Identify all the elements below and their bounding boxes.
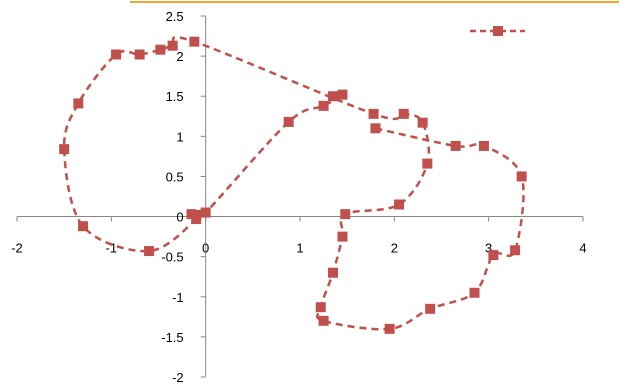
data-point-32 [516,171,527,182]
y-tick-label: -1.5 [161,330,183,345]
data-point-14 [155,44,166,55]
legend: مشط القدم [470,26,525,36]
axes: -2 -1 0 1 2 3 4 -2 -1.5 -1 -0.5 0 0.5 1 1.5 2 2.5 [11,9,586,385]
x-tick-label: 1 [296,241,303,256]
data-point-12 [111,49,122,60]
x-tick-label: -1 [106,241,118,256]
y-tick-label: -0.5 [161,250,183,265]
data-point-19 [417,117,428,128]
data-point-24 [328,267,339,278]
data-point-28 [425,303,436,314]
x-tick-label: -2 [11,241,23,256]
y-tick-label: 1 [176,129,183,144]
data-point-17 [368,108,379,119]
data-point-35 [370,123,381,134]
data-point-16 [189,36,200,47]
data-point-11 [73,98,84,109]
y-tick-label: 0.5 [166,169,184,184]
x-tick-label: 0 [202,241,209,256]
y-tick-label: 2.5 [166,9,184,24]
data-point-0 [328,91,339,102]
y-tick-label: 0 [176,210,183,225]
data-point-33 [478,140,489,151]
data-point-1 [337,89,348,100]
y-tick-label: -2 [172,370,184,385]
data-point-13 [134,49,145,60]
series-path [62,36,525,331]
data-point-3 [283,116,294,127]
data-point-21 [394,199,405,210]
data-point-10 [59,144,70,155]
data-point-27 [384,323,395,334]
data-point-9 [78,221,89,232]
x-tick-label: 2 [391,241,398,256]
x-tick-label: 4 [579,241,586,256]
data-point-22 [340,209,351,220]
y-tick-label: 1.5 [166,89,184,104]
data-point-23 [337,231,348,242]
data-point-25 [315,302,326,313]
series-line [62,36,525,331]
y-tick-label: 2 [176,49,183,64]
series-markers [59,36,527,334]
data-point-8 [144,246,155,257]
data-point-18 [398,108,409,119]
y-tick-label: -1 [172,290,184,305]
data-point-20 [422,158,433,169]
data-point-4 [200,207,211,218]
x-tick-label: 3 [485,241,492,256]
data-point-26 [318,315,329,326]
data-point-31 [510,245,521,256]
data-point-30 [488,250,499,261]
data-point-29 [469,287,480,298]
data-point-15 [167,40,178,51]
data-point-34 [450,140,461,151]
data-point-2 [318,100,329,111]
legend-marker [493,26,503,36]
data-point-7 [191,213,202,224]
